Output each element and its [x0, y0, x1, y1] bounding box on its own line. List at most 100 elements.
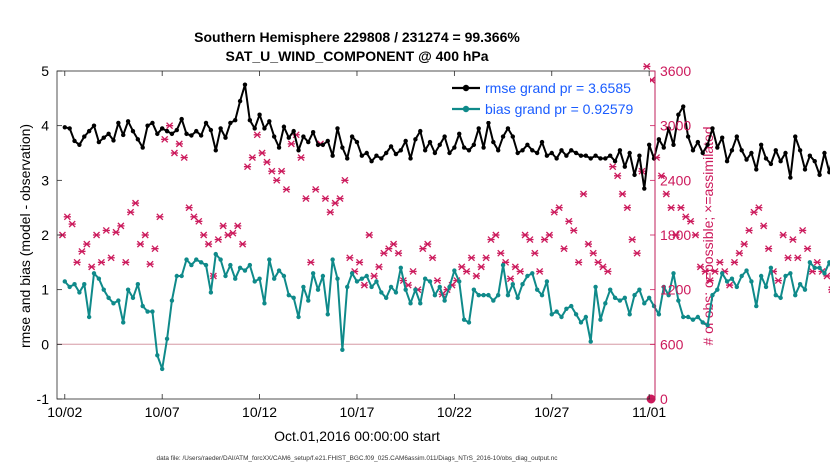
obs-assimilated-marker: [185, 204, 193, 212]
bias-point: [247, 262, 253, 268]
bias-point: [642, 301, 647, 306]
chart-subtitle: SAT_U_WIND_COMPONENT @ 400 hPa: [225, 48, 488, 64]
bias-point: [349, 271, 355, 276]
rmse-point: [86, 128, 92, 134]
rmse-point: [301, 134, 306, 139]
obs-assimilated-marker: [102, 226, 110, 234]
bias-point: [627, 312, 632, 317]
obs-assimilated-marker: [83, 240, 91, 248]
obs-assimilated-marker: [248, 154, 256, 162]
rmse-point: [145, 123, 150, 128]
bias-point: [374, 279, 379, 284]
rmse-point: [96, 139, 102, 145]
rmse-point: [593, 153, 598, 158]
rmse-point: [676, 112, 681, 117]
bias-point: [116, 298, 121, 303]
rmse-point: [155, 131, 160, 137]
bias-point: [690, 317, 696, 322]
obs-assimilated-marker: [165, 122, 174, 130]
bias-point: [758, 273, 764, 279]
bias-point: [700, 320, 705, 325]
bias-point: [281, 273, 287, 279]
obs-assimilated-marker: [360, 281, 368, 289]
bias-point: [612, 295, 618, 301]
rmse-point: [817, 172, 822, 178]
rmse-point: [247, 118, 253, 123]
bias-point: [661, 284, 666, 290]
bias-point: [559, 314, 564, 320]
bias-point: [666, 292, 671, 298]
rmse-point: [754, 167, 759, 172]
rmse-point: [121, 132, 126, 138]
rmse-point: [461, 145, 467, 150]
bias-point: [335, 276, 340, 281]
obs-assimilated-marker: [570, 226, 578, 234]
rmse-point: [622, 164, 628, 169]
obs-assimilated-marker: [355, 258, 364, 266]
bias-point: [812, 265, 817, 270]
rmse-point: [734, 134, 740, 139]
obs-assimilated-marker: [799, 226, 807, 234]
bias-point: [822, 271, 827, 276]
obs-assimilated-marker: [618, 190, 627, 198]
obs-assimilated-marker: [136, 240, 144, 248]
rmse-point: [203, 120, 209, 126]
bias-point: [471, 287, 477, 292]
obs-assimilated-marker: [268, 167, 276, 175]
y-tick-label: 5: [41, 63, 49, 79]
obs-assimilated-marker: [253, 131, 261, 139]
obs-assimilated-marker: [204, 240, 213, 248]
bias-point: [534, 287, 540, 292]
rmse-point: [130, 128, 136, 134]
bias-point: [91, 271, 97, 276]
rmse-point: [233, 118, 238, 123]
bias-point: [554, 309, 559, 314]
obs-assimilated-marker: [107, 254, 115, 262]
rmse-point: [359, 153, 365, 158]
bias-point: [827, 260, 830, 265]
rmse-point: [612, 159, 618, 164]
obs-assimilated-marker: [394, 249, 403, 257]
rmse-point: [72, 138, 77, 144]
rmse-point: [437, 142, 442, 147]
obs-assimilated-marker: [477, 263, 485, 271]
bias-point: [203, 262, 209, 268]
bias-point: [646, 295, 652, 301]
rmse-point: [564, 153, 569, 158]
x-tick-label: 10/12: [242, 404, 277, 420]
obs-assimilated-marker: [745, 226, 753, 234]
bias-point: [383, 295, 389, 301]
rmse-point: [671, 142, 676, 147]
bias-series: [62, 251, 830, 372]
obs-assimilated-marker: [531, 249, 539, 257]
obs-assimilated-marker: [662, 190, 670, 198]
bias-point: [125, 287, 131, 292]
bias-point: [763, 284, 769, 290]
y-tick-label: 1: [41, 282, 49, 298]
rmse-point: [140, 145, 145, 150]
bias-point: [150, 309, 155, 314]
bias-point: [685, 314, 691, 320]
rmse-point: [515, 150, 520, 156]
obs-assimilated-marker: [389, 240, 398, 248]
bias-point: [622, 295, 628, 301]
rmse-point: [534, 150, 540, 156]
obs-assimilated-marker: [312, 185, 320, 193]
bias-point: [530, 271, 535, 276]
rmse-point: [432, 150, 438, 156]
legend-rmse-marker: [462, 84, 470, 92]
rmse-point: [530, 148, 535, 153]
rmse-point: [603, 156, 608, 161]
bias-point: [520, 282, 525, 287]
rmse-point: [744, 157, 749, 162]
legend-bias-label: bias grand pr = 0.92579: [485, 101, 633, 117]
bias-point: [106, 295, 111, 301]
bias-point: [773, 292, 778, 298]
rmse-point: [325, 138, 330, 144]
obs-assimilated-marker: [467, 254, 476, 262]
bias-point: [379, 290, 384, 295]
rmse-point: [413, 137, 418, 142]
rmse-point: [758, 142, 764, 147]
obs-assimilated-marker: [234, 222, 242, 230]
